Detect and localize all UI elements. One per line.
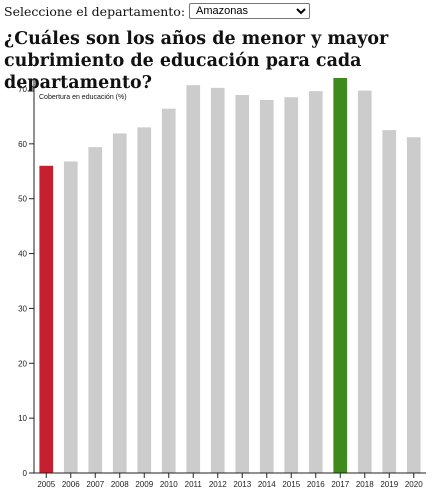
- x-tick-label: 2012: [209, 480, 227, 489]
- y-tick: 30: [18, 304, 34, 313]
- bars: [39, 78, 421, 474]
- y-tick: 40: [18, 250, 34, 259]
- y-axis-label: Cobertura en educación (%): [39, 94, 127, 101]
- y-tick: 60: [18, 140, 34, 149]
- x-tick-label: 2018: [356, 480, 374, 489]
- x-tick-label: 2009: [135, 480, 153, 489]
- bar-2015[interactable]: [284, 97, 299, 473]
- x-tick-label: 2015: [282, 480, 300, 489]
- y-tick-label: 30: [18, 304, 27, 313]
- x-tick: 2015: [282, 473, 301, 489]
- coverage-bar-chart: 0 10 20 30 40 50 60 70 Cobertura en educación (%…: [18, 78, 426, 489]
- x-tick: 2012: [209, 473, 227, 489]
- x-tick-label: 2007: [86, 480, 104, 489]
- bar-2012[interactable]: [210, 87, 225, 473]
- x-tick: 2007: [86, 473, 105, 489]
- bar-2018[interactable]: [357, 90, 372, 474]
- x-tick: 2019: [380, 473, 399, 489]
- x-tick-label: 2011: [185, 480, 203, 489]
- x-tick-label: 2016: [307, 480, 325, 489]
- bar-2013[interactable]: [235, 95, 250, 473]
- y-tick: 10: [18, 414, 34, 423]
- bar-2019[interactable]: [382, 130, 397, 474]
- bar-2008[interactable]: [112, 133, 127, 473]
- x-tick-label: 2006: [62, 480, 80, 489]
- x-tick-label: 2020: [405, 480, 423, 489]
- x-tick-label: 2005: [37, 480, 55, 489]
- department-selector-label: Seleccione el departamento:: [4, 3, 186, 19]
- x-tick: 2014: [258, 473, 276, 489]
- x-tick: 2006: [62, 473, 80, 489]
- bar-2011[interactable]: [186, 85, 201, 473]
- bar-2017[interactable]: [333, 78, 348, 473]
- y-tick-label: 60: [18, 140, 27, 149]
- bar-2006[interactable]: [63, 161, 78, 473]
- bar-2014[interactable]: [259, 99, 274, 473]
- y-tick: 20: [18, 359, 34, 368]
- bar-2010[interactable]: [161, 108, 176, 473]
- bar-2016[interactable]: [308, 91, 323, 474]
- bar-2007[interactable]: [88, 147, 103, 473]
- x-tick-label: 2008: [111, 480, 129, 489]
- x-tick: 2010: [160, 473, 178, 489]
- x-tick: 2018: [356, 473, 374, 489]
- page-title: ¿Cuáles son los años de menor y mayor cu…: [4, 29, 389, 93]
- y-tick: 70: [18, 85, 34, 94]
- x-tick: 2016: [307, 473, 325, 489]
- x-tick-label: 2013: [233, 480, 251, 489]
- x-tick: 2020: [405, 473, 423, 489]
- x-tick: 2005: [37, 473, 56, 489]
- x-tick: 2008: [111, 473, 129, 489]
- y-tick-label: 70: [18, 85, 27, 94]
- bar-2005[interactable]: [39, 165, 54, 473]
- bar-2020[interactable]: [406, 137, 421, 473]
- y-tick-label: 50: [18, 195, 27, 204]
- y-tick-label: 20: [18, 359, 27, 368]
- department-selector: Seleccione el departamento: Amazonas: [4, 2, 311, 20]
- x-axis: 2005 2006 2007 2008 2009 2010 2011 2012 2013 2014…: [34, 472, 426, 489]
- y-tick-label: 40: [18, 250, 27, 259]
- y-tick: 50: [18, 195, 34, 204]
- x-tick-label: 2017: [331, 480, 349, 489]
- y-tick: 0: [23, 469, 34, 478]
- y-axis: 0 10 20 30 40 50 60 70: [18, 78, 35, 478]
- y-tick-label: 10: [18, 414, 27, 423]
- x-tick: 2017: [331, 473, 350, 489]
- bar-2009[interactable]: [137, 127, 152, 473]
- x-tick: 2009: [135, 473, 154, 489]
- department-select[interactable]: Amazonas: [189, 3, 311, 19]
- x-tick-label: 2010: [160, 480, 178, 489]
- y-tick-label: 0: [23, 469, 28, 478]
- x-tick-label: 2019: [380, 480, 398, 489]
- x-tick-label: 2014: [258, 480, 276, 489]
- x-tick: 2011: [185, 473, 203, 489]
- x-tick: 2013: [233, 473, 252, 489]
